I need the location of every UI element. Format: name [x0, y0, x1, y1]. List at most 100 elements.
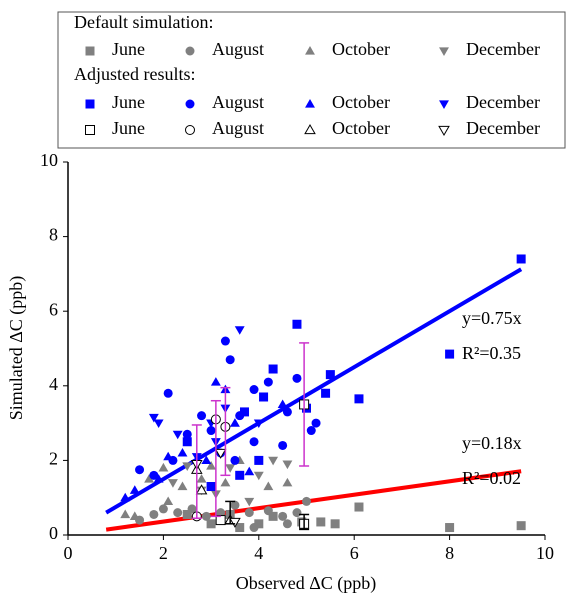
marker-triangle-down	[214, 448, 227, 459]
marker-circle	[185, 125, 195, 135]
marker-circle	[185, 46, 195, 56]
marker-circle	[173, 508, 183, 518]
marker-triangle-up	[177, 447, 188, 457]
marker-triangle-down	[268, 456, 279, 466]
marker-circle	[235, 411, 245, 421]
marker-circle	[311, 418, 321, 428]
marker-square	[516, 521, 526, 531]
y-axis-label: Simulated ΔC (ppb)	[6, 276, 27, 421]
marker-square	[239, 407, 249, 417]
fit-r2: R²=0.02	[462, 468, 521, 488]
marker-triangle-down	[172, 430, 183, 440]
marker-circle	[149, 509, 159, 519]
x-tick-label: 4	[254, 543, 263, 563]
marker-circle	[185, 99, 195, 109]
y-tick-label: 2	[49, 449, 58, 469]
legend-label: December	[466, 39, 540, 59]
marker-circle	[230, 455, 240, 465]
marker-circle	[216, 508, 226, 518]
marker-triangle-up	[129, 511, 140, 520]
y-tick-label: 4	[49, 374, 58, 394]
marker-circle	[249, 385, 259, 395]
marker-triangle-up	[129, 485, 140, 494]
x-tick-label: 8	[445, 543, 454, 563]
marker-triangle-up	[244, 466, 255, 476]
marker-circle	[249, 523, 259, 533]
marker-square	[516, 254, 526, 264]
fit-line	[105, 267, 523, 515]
legend-label: June	[112, 118, 145, 138]
marker-triangle-up	[277, 399, 288, 409]
marker-circle	[197, 411, 207, 421]
marker-circle	[249, 437, 259, 447]
marker-triangle-up	[158, 462, 169, 472]
marker-square	[316, 517, 326, 527]
marker-square	[85, 46, 95, 56]
marker-square	[235, 523, 245, 533]
marker-triangle-up	[163, 496, 174, 506]
marker-circle	[278, 511, 288, 521]
marker-square	[259, 392, 269, 402]
marker-triangle-up	[120, 492, 131, 502]
legend-label: June	[112, 39, 145, 59]
marker-circle	[263, 377, 273, 387]
marker-triangle-down	[244, 497, 255, 507]
marker-circle	[225, 355, 235, 365]
marker-square	[254, 455, 264, 465]
marker-circle	[182, 429, 192, 439]
marker-triangle-up	[282, 477, 293, 487]
marker-triangle-down	[225, 464, 236, 473]
marker-triangle-up	[201, 455, 212, 464]
fit-equation: y=0.75x	[462, 308, 522, 328]
x-tick-label: 2	[159, 543, 168, 563]
marker-triangle-up	[305, 46, 315, 55]
legend-label: December	[466, 92, 540, 112]
marker-triangle-up	[305, 99, 315, 108]
marker-triangle-up	[210, 377, 221, 386]
marker-circle	[292, 373, 302, 383]
fit-equation: y=0.18x	[462, 433, 522, 453]
legend-box	[57, 11, 566, 149]
marker-square	[445, 349, 455, 359]
marker-square	[325, 370, 335, 380]
marker-triangle-down	[153, 419, 164, 429]
marker-circle	[187, 504, 197, 514]
marker-triangle-up	[220, 477, 231, 487]
marker-square	[206, 519, 216, 529]
marker-triangle-up	[206, 461, 217, 470]
marker-triangle-up	[144, 474, 155, 483]
legend-label: October	[332, 118, 390, 138]
marker-triangle-down	[167, 479, 178, 488]
marker-triangle-up	[195, 484, 208, 495]
legend-label: October	[332, 92, 390, 112]
marker-circle	[292, 508, 302, 518]
marker-triangle-up	[120, 509, 131, 519]
marker-triangle-down	[438, 125, 450, 136]
y-tick-label: 0	[49, 523, 58, 543]
marker-circle	[263, 506, 273, 516]
marker-circle	[163, 388, 173, 398]
marker-circle	[230, 500, 240, 510]
marker-circle	[302, 496, 311, 506]
legend-title: Default simulation:	[74, 12, 213, 32]
marker-triangle-up	[230, 418, 240, 427]
marker-square	[321, 388, 331, 398]
x-tick-label: 10	[536, 543, 554, 563]
legend-label: October	[332, 39, 390, 59]
marker-triangle-down	[253, 419, 264, 429]
x-axis-label: Observed ΔC (ppb)	[236, 573, 377, 594]
marker-square	[292, 319, 302, 329]
marker-circle	[306, 426, 316, 436]
marker-triangle-up	[177, 481, 188, 491]
marker-square	[268, 364, 278, 374]
legend-label: December	[466, 118, 540, 138]
legend-title: Adjusted results:	[74, 64, 196, 84]
marker-circle	[201, 511, 211, 521]
marker-circle	[158, 504, 168, 514]
marker-square	[215, 515, 226, 526]
fit-r2: R²=0.35	[462, 343, 521, 363]
marker-circle	[244, 508, 254, 518]
marker-square	[254, 519, 264, 529]
